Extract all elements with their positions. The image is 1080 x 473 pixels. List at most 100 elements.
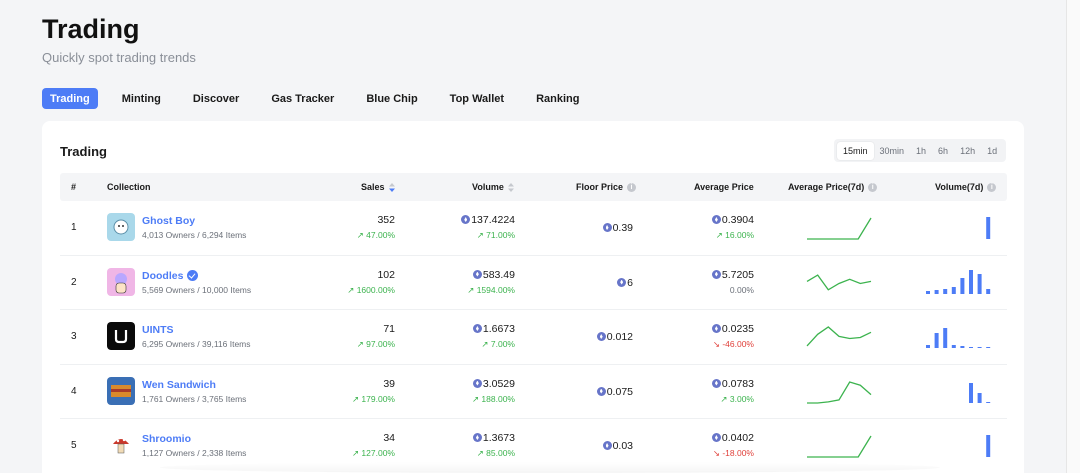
row-rank: 1 xyxy=(71,222,77,233)
collection-thumbnail[interactable] xyxy=(107,267,135,296)
average-price-value: 0.0783 xyxy=(711,378,754,390)
average-price-change: ↗ 16.00% xyxy=(715,230,754,240)
collection-thumbnail[interactable] xyxy=(107,376,135,405)
header-rank: # xyxy=(71,182,77,192)
row-rank: 4 xyxy=(71,385,77,397)
time-filter-1h[interactable]: 1h xyxy=(916,145,927,156)
eth-icon xyxy=(472,433,482,442)
header-sales[interactable]: Sales xyxy=(361,173,395,201)
volume-value: 583.49 xyxy=(472,269,515,281)
wen-sandwich-thumbnail xyxy=(107,376,135,405)
collection-owners: 4,013 Owners / 6,294 Items xyxy=(142,230,247,240)
tab-trading[interactable]: Trading xyxy=(42,88,98,109)
sales-value: 352 xyxy=(377,214,395,226)
floor-price-value: 0.03 xyxy=(602,440,633,452)
time-filter: 15min 30min 1h 6h 12h 1d xyxy=(834,139,1007,162)
info-icon[interactable]: i xyxy=(987,182,997,192)
sort-icon xyxy=(507,182,514,192)
collection-name[interactable]: Shroomio xyxy=(142,433,191,445)
page-scrollbar[interactable] xyxy=(1066,0,1080,473)
uints-thumbnail xyxy=(107,322,135,350)
doodles-thumbnail xyxy=(107,267,135,296)
header-floor-price: Floor Price i xyxy=(576,173,637,201)
volume-bar xyxy=(934,289,939,294)
eth-icon xyxy=(617,277,627,287)
sparkline-path xyxy=(807,217,872,240)
average-price-value: 5.7205 xyxy=(711,269,754,281)
sales-value: 34 xyxy=(383,432,395,444)
volume-change: ↗ 1594.00% xyxy=(467,284,515,295)
volume-bar xyxy=(986,288,991,294)
sales-value: 102 xyxy=(377,268,395,281)
volume-bar xyxy=(969,347,973,348)
header-average-price-7d: Average Price(7d) i xyxy=(788,173,878,201)
tab-gas-tracker[interactable]: Gas Tracker xyxy=(271,92,335,105)
collection-thumbnail[interactable] xyxy=(107,322,135,350)
table-row[interactable]: 1 Ghost Boy 4,013 Owners / 6,294 Items 3… xyxy=(60,201,1007,256)
collection-thumbnail[interactable] xyxy=(107,213,135,241)
collection-name[interactable]: Doodles xyxy=(142,270,199,282)
table-row[interactable]: 4 Wen Sandwich 1,761 Owners / 3,765 Item… xyxy=(60,365,1007,419)
time-filter-30min[interactable]: 30min xyxy=(879,145,905,156)
volume-bar-chart xyxy=(986,435,991,457)
tab-minting[interactable]: Minting xyxy=(121,92,161,105)
info-icon[interactable]: i xyxy=(868,182,878,192)
page-title: Trading xyxy=(42,14,140,44)
collection-owners: 1,761 Owners / 3,765 Items xyxy=(142,393,247,404)
eth-icon xyxy=(596,386,606,396)
tab-blue-chip[interactable]: Blue Chip xyxy=(366,92,418,105)
volume-bar xyxy=(960,346,965,348)
table-body: 1 Ghost Boy 4,013 Owners / 6,294 Items 3… xyxy=(60,201,1007,473)
tab-ranking[interactable]: Ranking xyxy=(536,92,580,105)
table-row[interactable]: 3 UINTS 6,295 Owners / 39,116 Items 71 ↗… xyxy=(60,310,1007,365)
time-filter-6h[interactable]: 6h xyxy=(938,145,949,156)
row-rank: 5 xyxy=(71,440,77,451)
collection-name[interactable]: Ghost Boy xyxy=(142,215,196,227)
average-price-change: ↘ -18.00% xyxy=(712,448,754,458)
card-title: Trading xyxy=(60,144,107,159)
sort-icon xyxy=(388,182,395,192)
header-volume[interactable]: Volume xyxy=(472,173,514,201)
volume-bar xyxy=(986,347,991,348)
volume-bar xyxy=(943,328,948,348)
eth-icon xyxy=(711,433,721,442)
tab-discover[interactable]: Discover xyxy=(192,92,240,105)
collection-thumbnail[interactable] xyxy=(107,431,135,459)
collection-name[interactable]: Wen Sandwich xyxy=(142,378,216,391)
volume-bar xyxy=(969,382,973,403)
eth-icon xyxy=(711,269,721,279)
shroomio-thumbnail xyxy=(107,431,135,459)
volume-change: ↗ 188.00% xyxy=(471,393,515,404)
info-icon[interactable]: i xyxy=(627,182,637,192)
time-filter-15min[interactable]: 15min xyxy=(837,141,874,160)
volume-bar-chart xyxy=(926,269,991,294)
page-subtitle: Quickly spot trading trends xyxy=(42,50,196,65)
volume-bar xyxy=(934,333,939,348)
volume-bar xyxy=(951,345,956,348)
average-price-value: 0.0402 xyxy=(711,432,754,444)
volume-bar xyxy=(986,401,991,403)
collection-name[interactable]: UINTS xyxy=(142,324,174,336)
volume-change: ↗ 85.00% xyxy=(476,448,515,458)
time-filter-12h[interactable]: 12h xyxy=(960,145,976,156)
time-filter-1d[interactable]: 1d xyxy=(987,145,998,156)
sparkline-path xyxy=(807,435,872,458)
table-row[interactable]: 5 Shroomio 1,127 Owners / 2,338 Items 34… xyxy=(60,419,1007,473)
collection-owners: 5,569 Owners / 10,000 Items xyxy=(142,284,252,295)
volume-bar xyxy=(951,286,956,294)
sparkline-path xyxy=(806,326,872,347)
volume-value: 1.3673 xyxy=(472,432,515,444)
header-average-price: Average Price xyxy=(694,182,754,192)
floor-price-value: 6 xyxy=(617,277,633,289)
volume-bar xyxy=(977,273,982,294)
tab-top-wallet[interactable]: Top Wallet xyxy=(449,92,505,105)
sales-change: ↗ 1600.00% xyxy=(347,284,395,295)
eth-icon xyxy=(461,215,471,224)
collection-owners: 1,127 Owners / 2,338 Items xyxy=(142,448,247,458)
nav-tabs: Trading Minting Discover Gas Tracker Blu… xyxy=(42,88,595,109)
collection-owners: 6,295 Owners / 39,116 Items xyxy=(142,339,251,349)
table-row[interactable]: 2 Doodles 5,569 Owners / 10,000 Items 10… xyxy=(60,256,1007,310)
average-price-sparkline xyxy=(807,435,872,458)
eth-icon xyxy=(602,441,612,450)
average-price-sparkline xyxy=(806,273,872,291)
